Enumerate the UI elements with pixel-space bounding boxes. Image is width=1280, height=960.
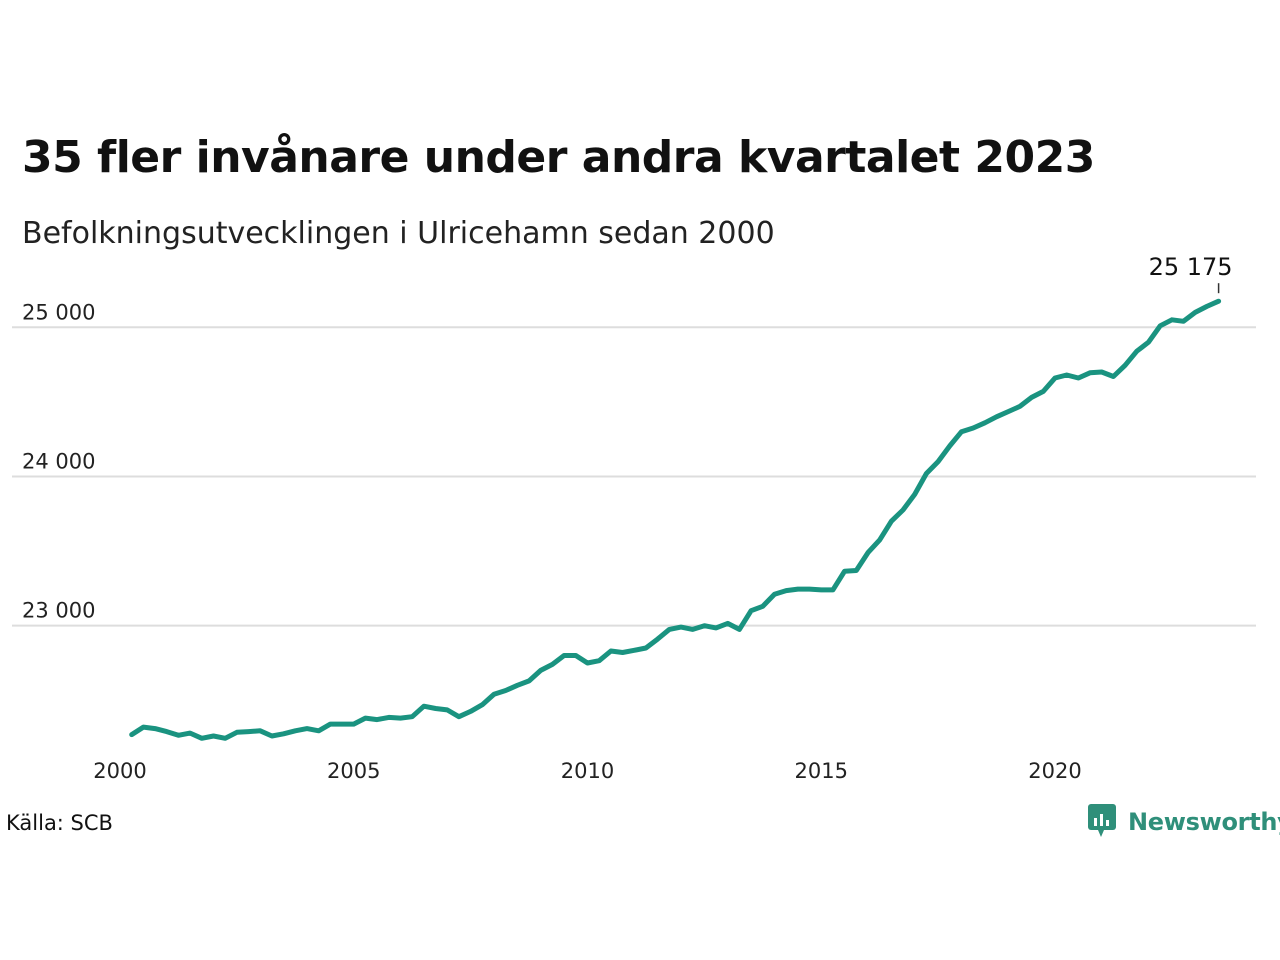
last-value-label: 25 175	[1149, 253, 1233, 281]
newsworthy-logo-icon	[1088, 804, 1116, 837]
annotations: 25 175	[1149, 253, 1233, 294]
series-layer	[129, 298, 1222, 741]
chart-title: 35 fler invånare under andra kvartalet 2…	[22, 132, 1095, 183]
x-tick-label: 2000	[93, 759, 146, 783]
gridlines	[12, 326, 1256, 627]
chart-subtitle: Befolkningsutvecklingen i Ulricehamn sed…	[22, 216, 775, 251]
x-tick-label: 2015	[795, 759, 848, 783]
brand-name: Newsworthy	[1128, 808, 1280, 836]
x-tick-label: 2005	[327, 759, 380, 783]
y-tick-label: 25 000	[22, 300, 95, 324]
y-tick-label: 23 000	[22, 599, 95, 623]
brand[interactable]: Newsworthy	[1088, 804, 1280, 840]
x-tick-label: 2020	[1028, 759, 1081, 783]
x-tick-label: 2010	[561, 759, 614, 783]
y-tick-label: 24 000	[22, 449, 95, 473]
source-label: Källa: SCB	[6, 811, 113, 835]
series-line	[129, 298, 1222, 741]
y-axis-tick-labels: 23 000 24 000 25 000	[22, 300, 95, 622]
x-axis-tick-labels: 2000 2005 2010 2015 2020	[93, 759, 1081, 783]
